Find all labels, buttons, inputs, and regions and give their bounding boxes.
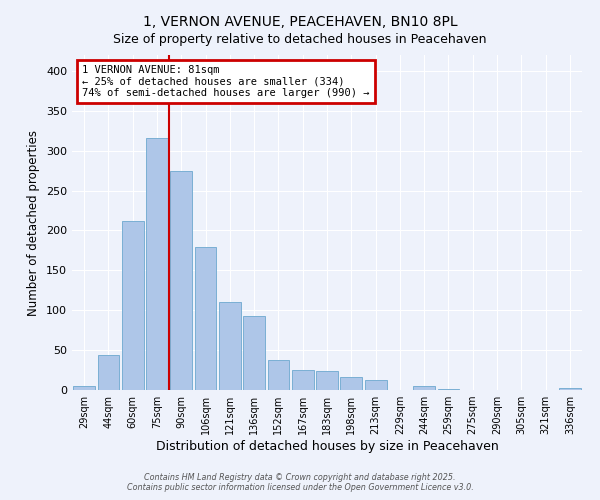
- Text: Contains HM Land Registry data © Crown copyright and database right 2025.
Contai: Contains HM Land Registry data © Crown c…: [127, 473, 473, 492]
- Text: 1, VERNON AVENUE, PEACEHAVEN, BN10 8PL: 1, VERNON AVENUE, PEACEHAVEN, BN10 8PL: [143, 15, 457, 29]
- Bar: [194, 247, 217, 390]
- Bar: [243, 316, 265, 390]
- Bar: [122, 221, 143, 390]
- Bar: [146, 138, 168, 390]
- Bar: [292, 370, 314, 390]
- X-axis label: Distribution of detached houses by size in Peacehaven: Distribution of detached houses by size …: [155, 440, 499, 453]
- Bar: [413, 386, 435, 390]
- Bar: [170, 172, 192, 390]
- Bar: [365, 380, 386, 390]
- Bar: [97, 355, 119, 390]
- Y-axis label: Number of detached properties: Number of detached properties: [28, 130, 40, 316]
- Bar: [316, 371, 338, 390]
- Bar: [219, 302, 241, 390]
- Bar: [73, 386, 95, 390]
- Text: 1 VERNON AVENUE: 81sqm
← 25% of detached houses are smaller (334)
74% of semi-de: 1 VERNON AVENUE: 81sqm ← 25% of detached…: [82, 65, 370, 98]
- Bar: [268, 360, 289, 390]
- Bar: [340, 377, 362, 390]
- Bar: [437, 389, 460, 390]
- Bar: [559, 388, 581, 390]
- Text: Size of property relative to detached houses in Peacehaven: Size of property relative to detached ho…: [113, 32, 487, 46]
